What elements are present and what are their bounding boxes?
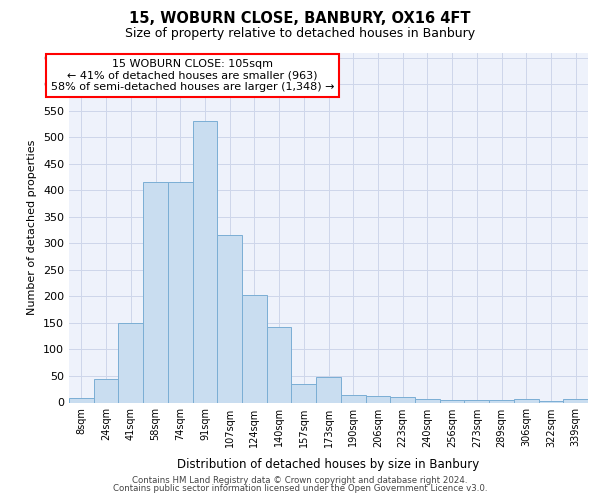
Bar: [242, 295, 267, 403]
Bar: [217, 236, 242, 402]
Bar: [440, 400, 464, 402]
Bar: [69, 398, 94, 402]
Bar: [489, 400, 514, 402]
Y-axis label: Number of detached properties: Number of detached properties: [28, 140, 37, 315]
Text: 15 WOBURN CLOSE: 105sqm
← 41% of detached houses are smaller (963)
58% of semi-d: 15 WOBURN CLOSE: 105sqm ← 41% of detache…: [51, 59, 334, 92]
Text: Contains public sector information licensed under the Open Government Licence v3: Contains public sector information licen…: [113, 484, 487, 493]
Bar: [341, 394, 365, 402]
Text: Contains HM Land Registry data © Crown copyright and database right 2024.: Contains HM Land Registry data © Crown c…: [132, 476, 468, 485]
Bar: [365, 396, 390, 402]
Bar: [563, 399, 588, 402]
Bar: [118, 323, 143, 402]
Bar: [143, 182, 168, 402]
X-axis label: Distribution of detached houses by size in Banbury: Distribution of detached houses by size …: [178, 458, 479, 471]
Bar: [94, 378, 118, 402]
Bar: [390, 397, 415, 402]
Bar: [415, 399, 440, 402]
Bar: [292, 384, 316, 402]
Bar: [316, 377, 341, 402]
Bar: [514, 399, 539, 402]
Bar: [168, 182, 193, 402]
Text: Size of property relative to detached houses in Banbury: Size of property relative to detached ho…: [125, 28, 475, 40]
Bar: [267, 326, 292, 402]
Bar: [464, 400, 489, 402]
Bar: [193, 122, 217, 402]
Text: 15, WOBURN CLOSE, BANBURY, OX16 4FT: 15, WOBURN CLOSE, BANBURY, OX16 4FT: [129, 11, 471, 26]
